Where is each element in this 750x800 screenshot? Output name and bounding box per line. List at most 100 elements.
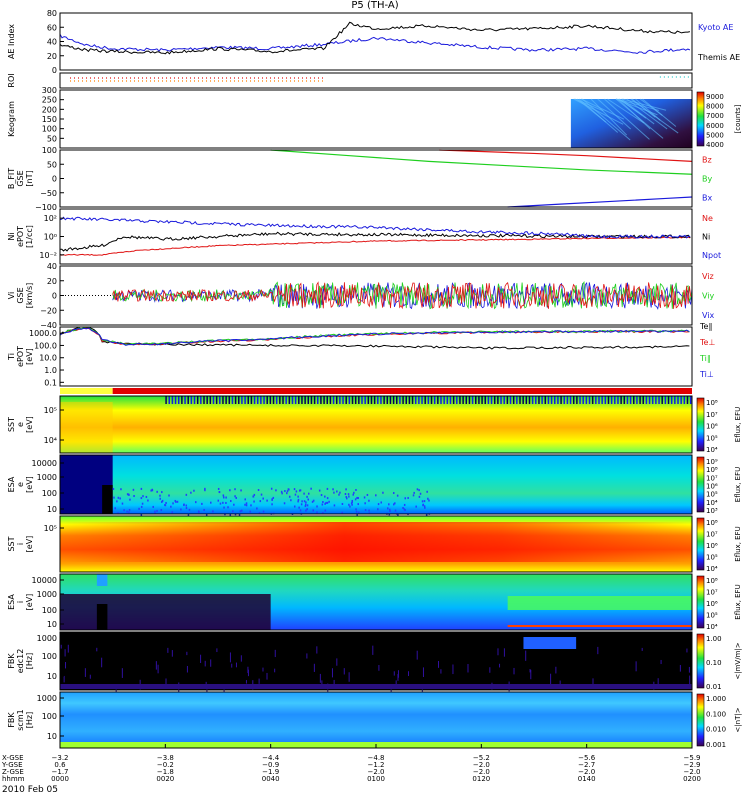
esa-e-speck xyxy=(423,500,426,503)
esa-e-speck xyxy=(195,501,197,504)
sst-e-top-band xyxy=(661,396,663,404)
keogram-streak xyxy=(626,98,668,130)
esa-i-spike xyxy=(96,574,108,586)
sst-e-top-band xyxy=(512,396,515,404)
fbk-e-speck xyxy=(422,667,424,677)
esa-e-speck xyxy=(326,501,329,504)
sst_e-cbar-label: 10⁶ xyxy=(706,423,718,431)
esa_i-ylabel: [eV] xyxy=(25,594,34,611)
sst-e-top-band xyxy=(386,396,389,404)
esa-e-speck xyxy=(140,497,143,500)
esa-e-speck xyxy=(294,493,297,496)
bfield-frame xyxy=(59,149,693,208)
esa-e-speck xyxy=(229,489,231,492)
vi-ytick-label: 40 xyxy=(47,262,57,271)
esa-e-speck xyxy=(256,507,258,510)
sst-e-top-band xyxy=(307,396,310,404)
fbk-e-speck xyxy=(343,668,345,675)
esa_e-ytick-label: 10 xyxy=(47,505,57,514)
esa-e-speck xyxy=(422,504,424,507)
sst-e-top-band xyxy=(177,396,180,404)
esa-e-speck xyxy=(392,492,395,495)
sst-e-top-band xyxy=(576,396,578,404)
esa-e-speck xyxy=(336,490,338,493)
xaxis-tick-label: 0020 xyxy=(156,775,174,783)
esa-e-speck xyxy=(382,491,384,494)
sst-e-top-band xyxy=(342,396,344,404)
esa-e-speck xyxy=(128,493,130,496)
sst-e-top-band xyxy=(361,396,363,404)
ti-ytick-label: 100.0 xyxy=(34,341,57,350)
keogram-streak xyxy=(581,98,631,141)
sst-e-top-band xyxy=(683,396,686,404)
sst-e-top-band xyxy=(525,396,528,404)
esa-e-speck xyxy=(351,499,354,502)
xaxis-tick-label: −2.0 xyxy=(473,768,490,776)
sst-e-top-band xyxy=(291,396,294,404)
sst-e-top-band xyxy=(468,396,471,404)
fbk_b-ytick-label: 10 xyxy=(47,732,57,741)
xaxis-row-label-2: Z-GSE xyxy=(2,768,24,776)
ni-legend-2: Npot xyxy=(702,251,721,260)
esa-e-speck xyxy=(307,498,309,501)
bfield-series-1 xyxy=(270,149,693,175)
sst-e-top-band xyxy=(437,396,439,404)
esa-e-speck xyxy=(164,504,167,507)
esa-e-speck xyxy=(301,500,303,503)
vi-frame xyxy=(59,265,693,326)
esa_i-cbar-label: 10⁵ xyxy=(706,612,718,620)
fbk-e-speck xyxy=(452,664,454,675)
fbk_e-ylabel: [Hz] xyxy=(25,653,34,669)
esa-e-speck xyxy=(306,504,309,507)
esa-e-speck xyxy=(415,505,417,508)
sst-e-top-band xyxy=(200,396,202,404)
sst-e-top-band xyxy=(421,396,423,404)
sst_e-ylabel: SST xyxy=(7,417,16,432)
bfield-ylabel: GSE xyxy=(16,170,25,186)
esa-e-speck xyxy=(358,511,360,514)
esa-e-speck xyxy=(404,509,406,512)
esa-e-speck xyxy=(204,489,206,492)
sst-e-top-band xyxy=(475,396,477,404)
esa-e-speck xyxy=(217,487,220,490)
esa-e-speck xyxy=(151,489,154,492)
esa-e-speck xyxy=(121,502,124,505)
sst-e-top-band xyxy=(418,396,420,404)
esa-e-speck xyxy=(281,492,283,495)
fbk_b-colorbar xyxy=(696,693,705,747)
esa-e-speck xyxy=(356,496,358,499)
ae-series-0 xyxy=(59,34,691,55)
esa-e-speck xyxy=(150,489,152,492)
fbk-e-speck xyxy=(235,662,237,668)
esa-e-speck xyxy=(424,506,426,509)
keogram-colorbar xyxy=(696,91,705,147)
fbk-e-speck xyxy=(467,664,469,673)
esa-e-speck xyxy=(357,497,359,500)
sst-e-top-band xyxy=(181,396,183,404)
esa_i-ylabel: ESA xyxy=(7,594,16,610)
sst-e-top-band xyxy=(547,396,550,404)
sst-e-top-band xyxy=(588,396,591,404)
fbk-e-speck xyxy=(229,652,231,663)
sst-i-hot-region xyxy=(60,522,692,562)
esa-e-speck xyxy=(233,503,235,506)
esa-e-speck xyxy=(217,499,220,502)
esa-e-speck xyxy=(183,504,185,507)
esa-e-speck xyxy=(234,488,236,491)
esa-e-speck xyxy=(298,489,301,492)
esa-e-speck xyxy=(219,502,222,505)
sst-e-top-band xyxy=(689,396,692,404)
sst_e-spectrogram xyxy=(60,396,692,453)
esa-e-speck xyxy=(305,501,307,504)
sst-e-top-band xyxy=(206,396,208,404)
fbk-e-speck xyxy=(96,647,98,652)
fbk-e-speck xyxy=(262,667,264,672)
esa-e-speck xyxy=(303,500,306,503)
esa-e-speck xyxy=(272,496,275,499)
sst-e-top-band xyxy=(478,396,480,404)
sst-e-top-band xyxy=(335,396,338,404)
esa-e-speck xyxy=(147,499,149,502)
sst-e-top-band xyxy=(203,396,205,404)
esa-e-speck xyxy=(388,503,390,506)
esa-e-speck xyxy=(244,498,246,501)
